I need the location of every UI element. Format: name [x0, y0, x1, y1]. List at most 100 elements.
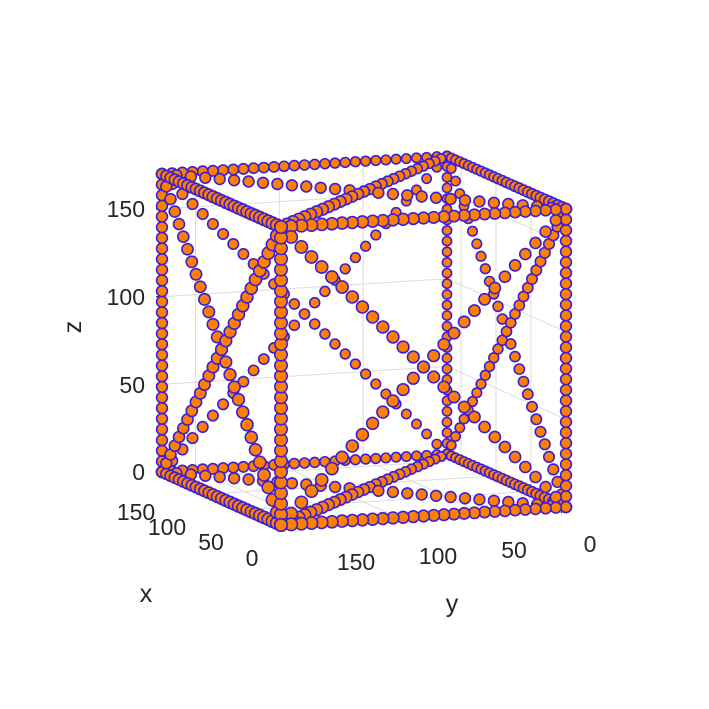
lattice-point [539, 225, 552, 238]
lattice-point [498, 270, 512, 284]
lattice-point [411, 450, 422, 462]
x-axis-label: x [140, 580, 153, 608]
y-tick-label: 0 [584, 531, 597, 557]
lattice-point [429, 191, 443, 205]
lattice-point [534, 425, 547, 438]
lattice-point [415, 190, 428, 203]
lattice-point [396, 382, 410, 397]
lattice-point [193, 280, 207, 294]
x-tick-label: 100 [148, 514, 186, 540]
lattice-point [164, 192, 177, 206]
lattice-point [427, 349, 441, 363]
lattice-point [427, 370, 441, 384]
lattice-point [314, 181, 327, 195]
lattice-point [401, 189, 414, 202]
lattice-point [504, 338, 517, 350]
lattice-point [390, 153, 402, 165]
lattice-point [370, 154, 382, 167]
lattice-point [155, 348, 169, 362]
lattice-point [559, 383, 573, 397]
lattice-point [415, 488, 428, 501]
lattice-point [559, 373, 573, 386]
lattice-point [517, 375, 530, 388]
lattice-point [559, 405, 573, 418]
lattice-point [437, 337, 451, 351]
lattice-point [559, 426, 573, 439]
lattice-point [227, 238, 240, 251]
lattice-point [444, 192, 457, 206]
lattice-point [518, 503, 532, 516]
lattice-point [181, 242, 194, 256]
lattice-point [328, 182, 342, 196]
lattice-point [199, 171, 212, 185]
lattice-point [559, 351, 573, 365]
lattice-point [441, 352, 453, 364]
lattice-point [328, 480, 342, 494]
lattice-point [559, 500, 573, 514]
lattice-point [441, 416, 453, 428]
lattice-point [441, 225, 453, 236]
lattice-point [441, 288, 453, 300]
lattice-point [478, 292, 492, 306]
lattice-point [227, 380, 241, 394]
lattice-point [294, 240, 309, 254]
lattice-point [450, 175, 461, 187]
lattice-point [445, 163, 457, 174]
lattice-point [325, 461, 339, 476]
lattice-point [473, 195, 486, 208]
lattice-point [217, 227, 230, 241]
y-tick-label: 50 [501, 537, 527, 563]
lattice-point [475, 378, 487, 390]
lattice-point [559, 266, 573, 280]
lattice-point [345, 439, 360, 453]
lattice-point [268, 161, 280, 173]
lattice-point [487, 494, 501, 507]
lattice-point [559, 468, 573, 482]
lattice-point [380, 154, 392, 166]
lattice-point [513, 363, 526, 375]
lattice-point [380, 452, 392, 464]
lattice-point [376, 405, 390, 419]
lattice-point [549, 501, 563, 514]
lattice-point [483, 360, 496, 373]
lattice-point [345, 290, 360, 304]
y-tick-label: 100 [419, 543, 457, 569]
lattice-point [339, 263, 351, 275]
lattice-point [213, 172, 226, 186]
lattice-point [155, 242, 169, 255]
lattice-point [386, 394, 400, 408]
lattice-point [359, 155, 372, 167]
lattice-point [539, 502, 552, 515]
lattice-point [457, 400, 471, 414]
lattice-point [539, 480, 552, 494]
lattice-point [314, 260, 329, 274]
lattice-point [237, 162, 250, 175]
lattice-point [529, 236, 542, 250]
lattice-point [372, 186, 385, 200]
lattice-point [370, 378, 382, 390]
lattice-point [227, 472, 241, 485]
lattice-point [325, 270, 339, 284]
lattice-point [466, 395, 479, 408]
lattice-point [359, 240, 372, 252]
lattice-point [457, 315, 471, 329]
lattice-point [396, 340, 410, 354]
lattice-point [155, 252, 169, 266]
lattice-point [559, 447, 573, 460]
lattice-point [431, 438, 443, 450]
lattice-point [365, 416, 380, 431]
grid-line [245, 490, 532, 510]
lattice-point [196, 420, 209, 433]
lattice-point [172, 217, 186, 231]
lattice-point [559, 394, 573, 407]
lattice-point [441, 278, 453, 290]
lattice-point [339, 156, 351, 169]
lattice-point [508, 450, 522, 464]
lattice-point [547, 463, 560, 476]
lattice-point [198, 292, 211, 306]
lattice-point [450, 431, 461, 442]
lattice-point [559, 436, 573, 450]
lattice-point [458, 194, 472, 207]
lattice-point [257, 161, 270, 174]
lattice-point [155, 401, 169, 415]
